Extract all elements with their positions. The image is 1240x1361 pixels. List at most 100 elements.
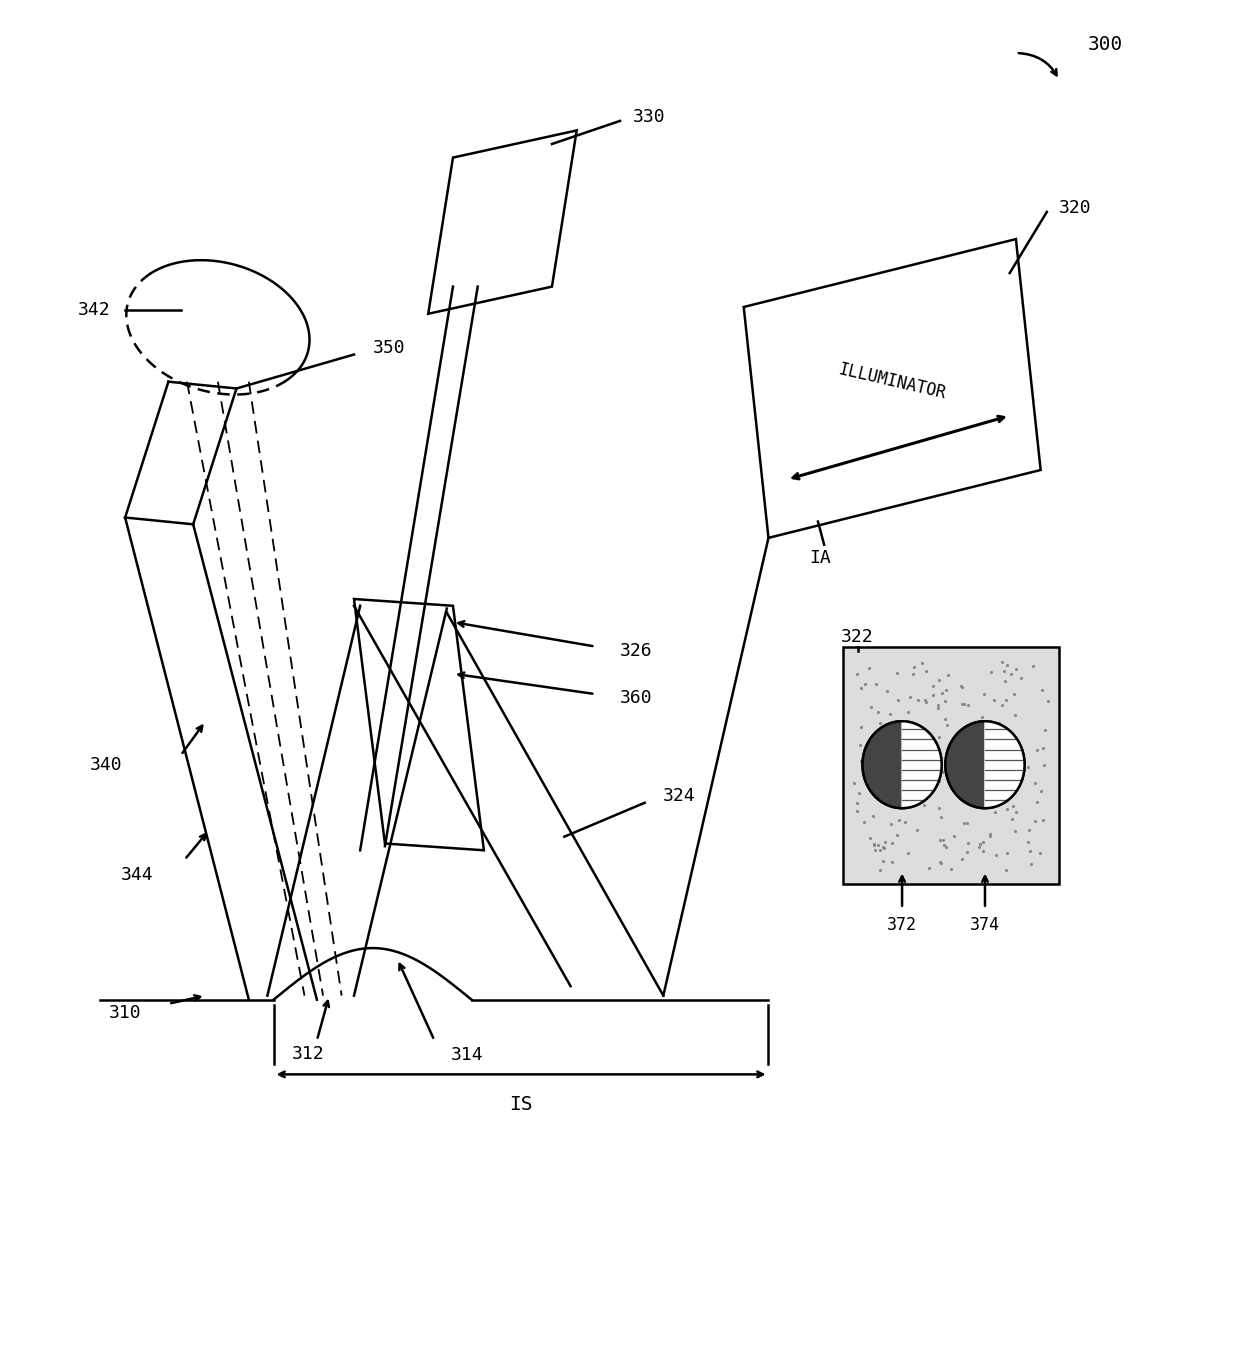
Point bbox=[908, 689, 928, 710]
Point bbox=[1032, 679, 1052, 701]
Point bbox=[1021, 841, 1040, 863]
Text: 310: 310 bbox=[109, 1004, 141, 1022]
Point bbox=[882, 832, 901, 853]
Point bbox=[997, 799, 1017, 821]
Point bbox=[923, 675, 942, 697]
Point bbox=[895, 811, 915, 833]
Point bbox=[952, 732, 972, 754]
Point bbox=[862, 750, 882, 772]
Point bbox=[931, 806, 951, 827]
Point bbox=[901, 716, 921, 738]
Point bbox=[940, 762, 960, 784]
Point bbox=[883, 851, 903, 872]
Point bbox=[981, 823, 1001, 845]
Point bbox=[996, 689, 1016, 710]
Point bbox=[888, 663, 908, 685]
Point bbox=[975, 777, 994, 799]
Point bbox=[986, 844, 1006, 866]
Point bbox=[957, 813, 977, 834]
Point bbox=[885, 721, 905, 743]
Point bbox=[932, 682, 952, 704]
Point bbox=[939, 758, 959, 780]
Point bbox=[945, 747, 965, 769]
Point bbox=[859, 754, 879, 776]
Point bbox=[934, 829, 954, 851]
Point bbox=[996, 739, 1016, 761]
Point bbox=[990, 713, 1009, 735]
Point bbox=[866, 674, 885, 695]
Point bbox=[1011, 667, 1030, 689]
Point bbox=[997, 734, 1017, 755]
Point bbox=[952, 734, 972, 755]
Point bbox=[1007, 757, 1027, 778]
Point bbox=[928, 694, 947, 716]
Polygon shape bbox=[843, 646, 1059, 885]
Point bbox=[994, 660, 1014, 682]
Point bbox=[929, 697, 949, 719]
Point bbox=[1011, 765, 1030, 787]
Point bbox=[873, 836, 893, 857]
Point bbox=[1027, 792, 1047, 814]
Point bbox=[941, 857, 961, 879]
Point bbox=[911, 783, 931, 804]
Point bbox=[951, 676, 971, 698]
Point bbox=[915, 689, 935, 710]
Point bbox=[847, 800, 867, 822]
Point bbox=[929, 670, 949, 691]
Polygon shape bbox=[863, 721, 901, 808]
Point bbox=[981, 661, 1001, 683]
Point bbox=[859, 657, 879, 679]
Text: 360: 360 bbox=[620, 689, 652, 708]
Point bbox=[1019, 819, 1039, 841]
Point bbox=[990, 734, 1009, 755]
Point bbox=[852, 716, 872, 738]
Point bbox=[844, 772, 864, 793]
Point bbox=[863, 804, 883, 826]
Point bbox=[1006, 704, 1025, 725]
Text: 312: 312 bbox=[291, 1045, 325, 1063]
Point bbox=[868, 834, 888, 856]
Point bbox=[908, 780, 928, 802]
Point bbox=[1034, 754, 1054, 776]
Point bbox=[861, 826, 880, 848]
Point bbox=[967, 795, 987, 817]
Point bbox=[868, 701, 888, 723]
Point bbox=[851, 735, 870, 757]
Text: 342: 342 bbox=[78, 301, 110, 318]
Text: 322: 322 bbox=[841, 627, 874, 646]
Point bbox=[932, 762, 952, 784]
Point bbox=[1025, 810, 1045, 832]
Point bbox=[955, 693, 975, 715]
Point bbox=[951, 675, 971, 697]
Point bbox=[959, 833, 978, 855]
Point bbox=[944, 826, 963, 848]
Point bbox=[973, 832, 993, 853]
Point bbox=[856, 674, 875, 695]
Point bbox=[915, 660, 935, 682]
Point bbox=[929, 798, 949, 819]
Point bbox=[992, 651, 1012, 672]
Point bbox=[997, 842, 1017, 864]
Text: 344: 344 bbox=[122, 866, 154, 883]
Point bbox=[992, 781, 1012, 803]
Point bbox=[1022, 853, 1042, 875]
Point bbox=[983, 773, 1003, 795]
Point bbox=[900, 686, 920, 708]
Point bbox=[918, 735, 937, 757]
Point bbox=[935, 690, 955, 712]
Point bbox=[937, 715, 957, 736]
Point bbox=[1018, 757, 1038, 778]
Point bbox=[898, 701, 918, 723]
Point bbox=[862, 695, 882, 717]
Point bbox=[870, 712, 890, 734]
Point bbox=[1023, 656, 1043, 678]
Point bbox=[1027, 739, 1047, 761]
Point bbox=[878, 680, 898, 702]
Point bbox=[936, 679, 956, 701]
Point bbox=[993, 747, 1013, 769]
Point bbox=[954, 813, 973, 834]
Text: 372: 372 bbox=[887, 916, 918, 934]
Point bbox=[959, 784, 978, 806]
Point bbox=[952, 848, 972, 870]
Point bbox=[854, 811, 874, 833]
